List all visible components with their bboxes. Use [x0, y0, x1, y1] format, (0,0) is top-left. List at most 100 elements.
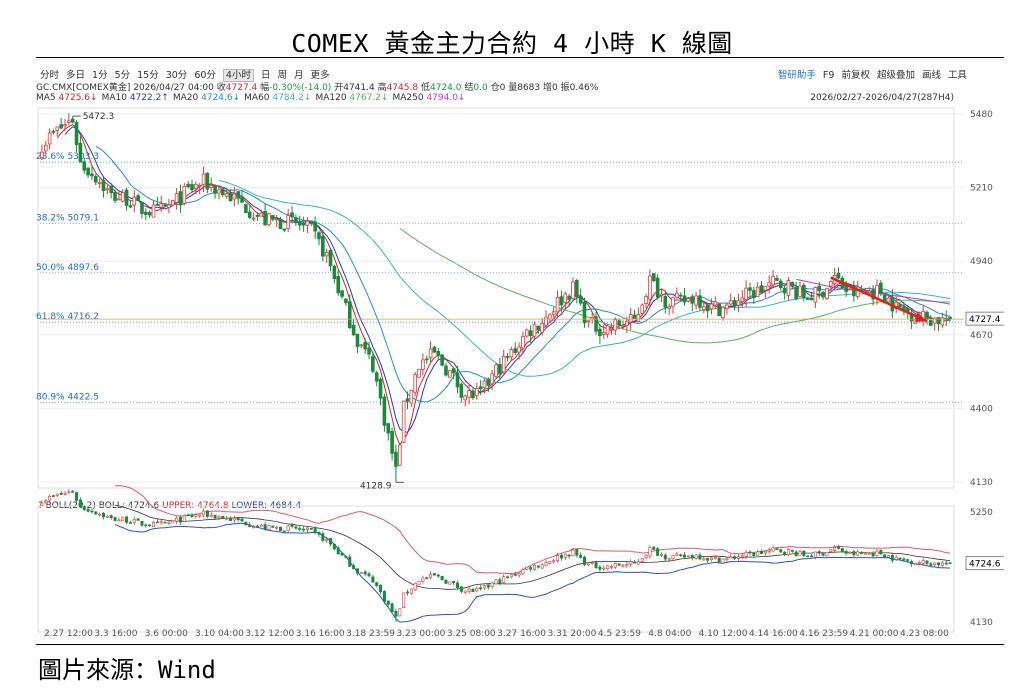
candle-body — [578, 295, 583, 304]
boll-candle-body — [890, 555, 894, 561]
candle-body — [713, 301, 718, 306]
boll-candle-body — [382, 591, 386, 602]
period-tab-7[interactable]: 4小时 — [222, 69, 254, 82]
candle-body — [886, 297, 891, 303]
boll-candle-body — [679, 554, 683, 556]
candle-body — [575, 280, 579, 298]
boll-candle-body — [817, 551, 821, 554]
candle-body — [367, 347, 371, 355]
period-tab-10[interactable]: 月 — [293, 70, 304, 81]
ma-line-ma20 — [95, 145, 951, 403]
boll-candle-body — [379, 584, 383, 593]
candle-body — [809, 298, 814, 301]
candle-body — [813, 286, 818, 303]
period-tab-8[interactable]: 日 — [260, 70, 271, 81]
trend-arrow-head — [914, 312, 927, 323]
boll-candle-body — [128, 522, 132, 524]
boll-candle-body — [517, 573, 521, 576]
tool-item-2[interactable]: 前复权 — [841, 70, 870, 81]
candle-body — [455, 373, 460, 388]
boll-candle-body — [282, 530, 286, 533]
boll-candle-body — [583, 556, 587, 565]
period-tab-4[interactable]: 15分 — [137, 70, 159, 81]
boll-candle-body — [940, 562, 944, 566]
candle-body — [282, 228, 287, 231]
boll-candle-body — [463, 590, 467, 593]
boll-candle-body — [752, 552, 756, 556]
boll-candle-body — [594, 562, 598, 568]
period-tab-6[interactable]: 60分 — [194, 70, 216, 81]
chart-panel: 分时 多日 1分 5分 15分 30分 60分 4小时日周月更多 智研助手 F9 前复权 超级叠加画… — [36, 62, 1004, 640]
candle-body — [744, 287, 748, 300]
candle-body — [74, 122, 79, 145]
boll-candle-body — [652, 546, 656, 550]
boll-candle-body — [479, 587, 483, 589]
boll-candle-body — [540, 564, 544, 569]
fib-label: 23.6% 5303.3 — [36, 152, 99, 162]
period-tab-2[interactable]: 1分 — [92, 70, 108, 81]
boll-tick-label: 5250 — [970, 508, 993, 518]
boll-candle-body — [390, 603, 394, 612]
ma-item-ma5: MA5 4725.6↓ — [36, 93, 98, 103]
candle-body — [621, 324, 625, 327]
candle-body — [802, 284, 806, 299]
boll-candle-body — [509, 574, 513, 578]
boll-candle-body — [240, 519, 244, 522]
boll-candle-body — [329, 538, 333, 545]
candle-body — [301, 223, 306, 226]
boll-candle-body — [521, 569, 525, 575]
boll-candle-body — [425, 577, 429, 579]
x-tick-label: 3.18 23:59 — [346, 629, 395, 639]
candle-body — [144, 211, 148, 215]
candle-body — [609, 327, 614, 330]
boll-candle-body — [336, 547, 340, 555]
candle-body — [409, 389, 414, 404]
candle-body — [336, 276, 341, 294]
boll-candle-body — [298, 527, 302, 530]
boll-candle-body — [125, 516, 129, 523]
candle-body — [347, 301, 352, 329]
boll-candle-body — [648, 547, 652, 557]
period-tab-9[interactable]: 周 — [277, 70, 287, 81]
tool-item-3[interactable]: 超级叠加 — [876, 70, 915, 81]
candle-body — [521, 336, 525, 349]
candle-body — [97, 182, 102, 185]
period-tab-11[interactable]: 更多 — [310, 70, 330, 81]
candle-body — [582, 301, 587, 324]
candle-body — [728, 300, 733, 305]
boll-candle-body — [917, 562, 921, 564]
candle-body — [55, 126, 60, 131]
candle-body — [755, 286, 760, 298]
candle-body — [297, 221, 302, 226]
period-tab-1[interactable]: 多日 — [66, 70, 86, 81]
boll-candle-body — [686, 555, 690, 558]
boll-candle-body — [167, 521, 171, 524]
boll-candle-body — [413, 583, 417, 590]
candle-body — [875, 284, 879, 299]
boll-candle-body — [502, 576, 506, 583]
candle-body — [101, 180, 106, 192]
price-tick-label: 4670 — [970, 331, 993, 341]
boll-candle-body — [244, 521, 248, 526]
boll-candle-body — [325, 538, 329, 541]
open-value: 4741.4 — [343, 83, 375, 93]
candle-body — [170, 200, 175, 206]
x-tick-label: 3.31 20:00 — [548, 629, 597, 639]
tool-item-4[interactable]: 画线 — [921, 70, 941, 81]
source-note: 圖片來源：Wind — [38, 656, 216, 684]
tool-item-5[interactable]: 工具 — [947, 70, 967, 81]
period-tab-0[interactable]: 分时 — [40, 70, 60, 81]
boll-candle-body — [736, 556, 740, 559]
tool-item-1[interactable]: F9 — [822, 70, 835, 81]
candle-body — [213, 185, 217, 194]
tool-item-0[interactable]: 智研助手 — [777, 70, 816, 81]
x-tick-label: 3.3 16:00 — [94, 629, 137, 639]
period-tab-3[interactable]: 5分 — [114, 70, 131, 81]
candle-body — [178, 191, 183, 206]
candle-body — [825, 288, 829, 300]
boll-candle-body — [67, 491, 71, 494]
period-tab-5[interactable]: 30分 — [165, 70, 188, 81]
candle-body — [590, 316, 595, 320]
boll-candle-body — [40, 502, 44, 506]
boll-candle-body — [259, 524, 263, 527]
